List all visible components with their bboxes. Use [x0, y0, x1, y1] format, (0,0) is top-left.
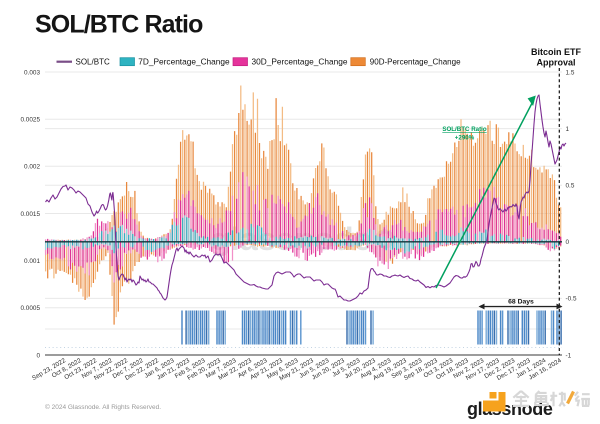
svg-text:0.5: 0.5 [566, 183, 575, 190]
svg-text:© 2024 Glassnode. All Rights R: © 2024 Glassnode. All Rights Reserved. [45, 403, 161, 411]
svg-text:SOL/BTC Ratio: SOL/BTC Ratio [442, 126, 487, 133]
svg-text:0.002: 0.002 [24, 164, 40, 171]
svg-text:0.0015: 0.0015 [20, 211, 40, 218]
svg-text:1: 1 [566, 126, 570, 133]
svg-text:-0.5: -0.5 [566, 296, 577, 303]
svg-text:0: 0 [566, 239, 570, 246]
svg-text:90D-Percentage_Change: 90D-Percentage_Change [370, 57, 461, 66]
svg-text:Bitcoin ETF: Bitcoin ETF [531, 47, 581, 57]
svg-text:SOL/BTC Ratio: SOL/BTC Ratio [35, 11, 203, 39]
svg-text:68 Days: 68 Days [508, 299, 534, 306]
svg-text:1.5: 1.5 [566, 69, 575, 76]
svg-text:0.001: 0.001 [24, 258, 40, 265]
svg-text:SOL/BTC: SOL/BTC [76, 57, 110, 66]
svg-text:-1: -1 [566, 352, 572, 359]
svg-text:7D_Percentage_Change: 7D_Percentage_Change [138, 56, 230, 66]
svg-text:0: 0 [36, 352, 40, 359]
svg-text:0.003: 0.003 [24, 69, 40, 76]
svg-text:0.0025: 0.0025 [20, 117, 40, 124]
svg-text:30D_Percentage_Change: 30D_Percentage_Change [252, 56, 348, 66]
svg-text:0.0005: 0.0005 [20, 305, 40, 312]
svg-text:Approval: Approval [536, 58, 575, 68]
svg-text:+290%: +290% [455, 135, 475, 142]
